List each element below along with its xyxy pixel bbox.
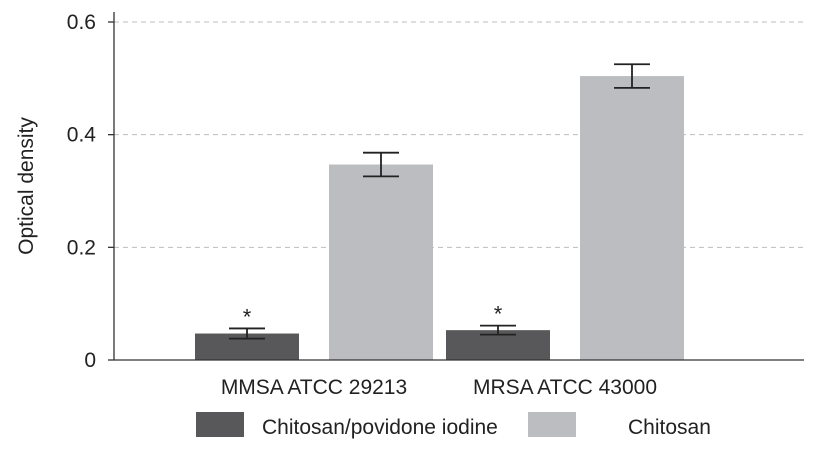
legend-swatch	[196, 412, 244, 437]
y-tick-label: 0.4	[67, 124, 97, 147]
significance-marker: *	[494, 302, 503, 327]
significance-marker: *	[243, 304, 252, 329]
gridlines	[114, 21, 804, 248]
y-axis-label: Optical density	[15, 117, 38, 255]
bars: * *	[195, 63, 684, 360]
legend: Chitosan/povidone iodine Chitosan	[196, 412, 711, 439]
legend-swatch	[528, 412, 576, 437]
axes: 0 0.2 0.4 0.6 MMSA ATCC 29213 MRSA ATCC 43000	[67, 11, 804, 399]
bar-chitosan-2	[580, 76, 684, 360]
legend-label: Chitosan/povidone iodine	[262, 416, 498, 439]
legend-label: Chitosan	[628, 416, 711, 439]
y-tick-label: 0.2	[67, 236, 96, 259]
y-tick-label: 0	[84, 349, 96, 372]
y-tick-label: 0.6	[67, 11, 96, 34]
bar-chitosan-1	[329, 164, 433, 360]
x-tick-label: MRSA ATCC 43000	[473, 376, 657, 399]
x-tick-label: MMSA ATCC 29213	[221, 376, 407, 399]
